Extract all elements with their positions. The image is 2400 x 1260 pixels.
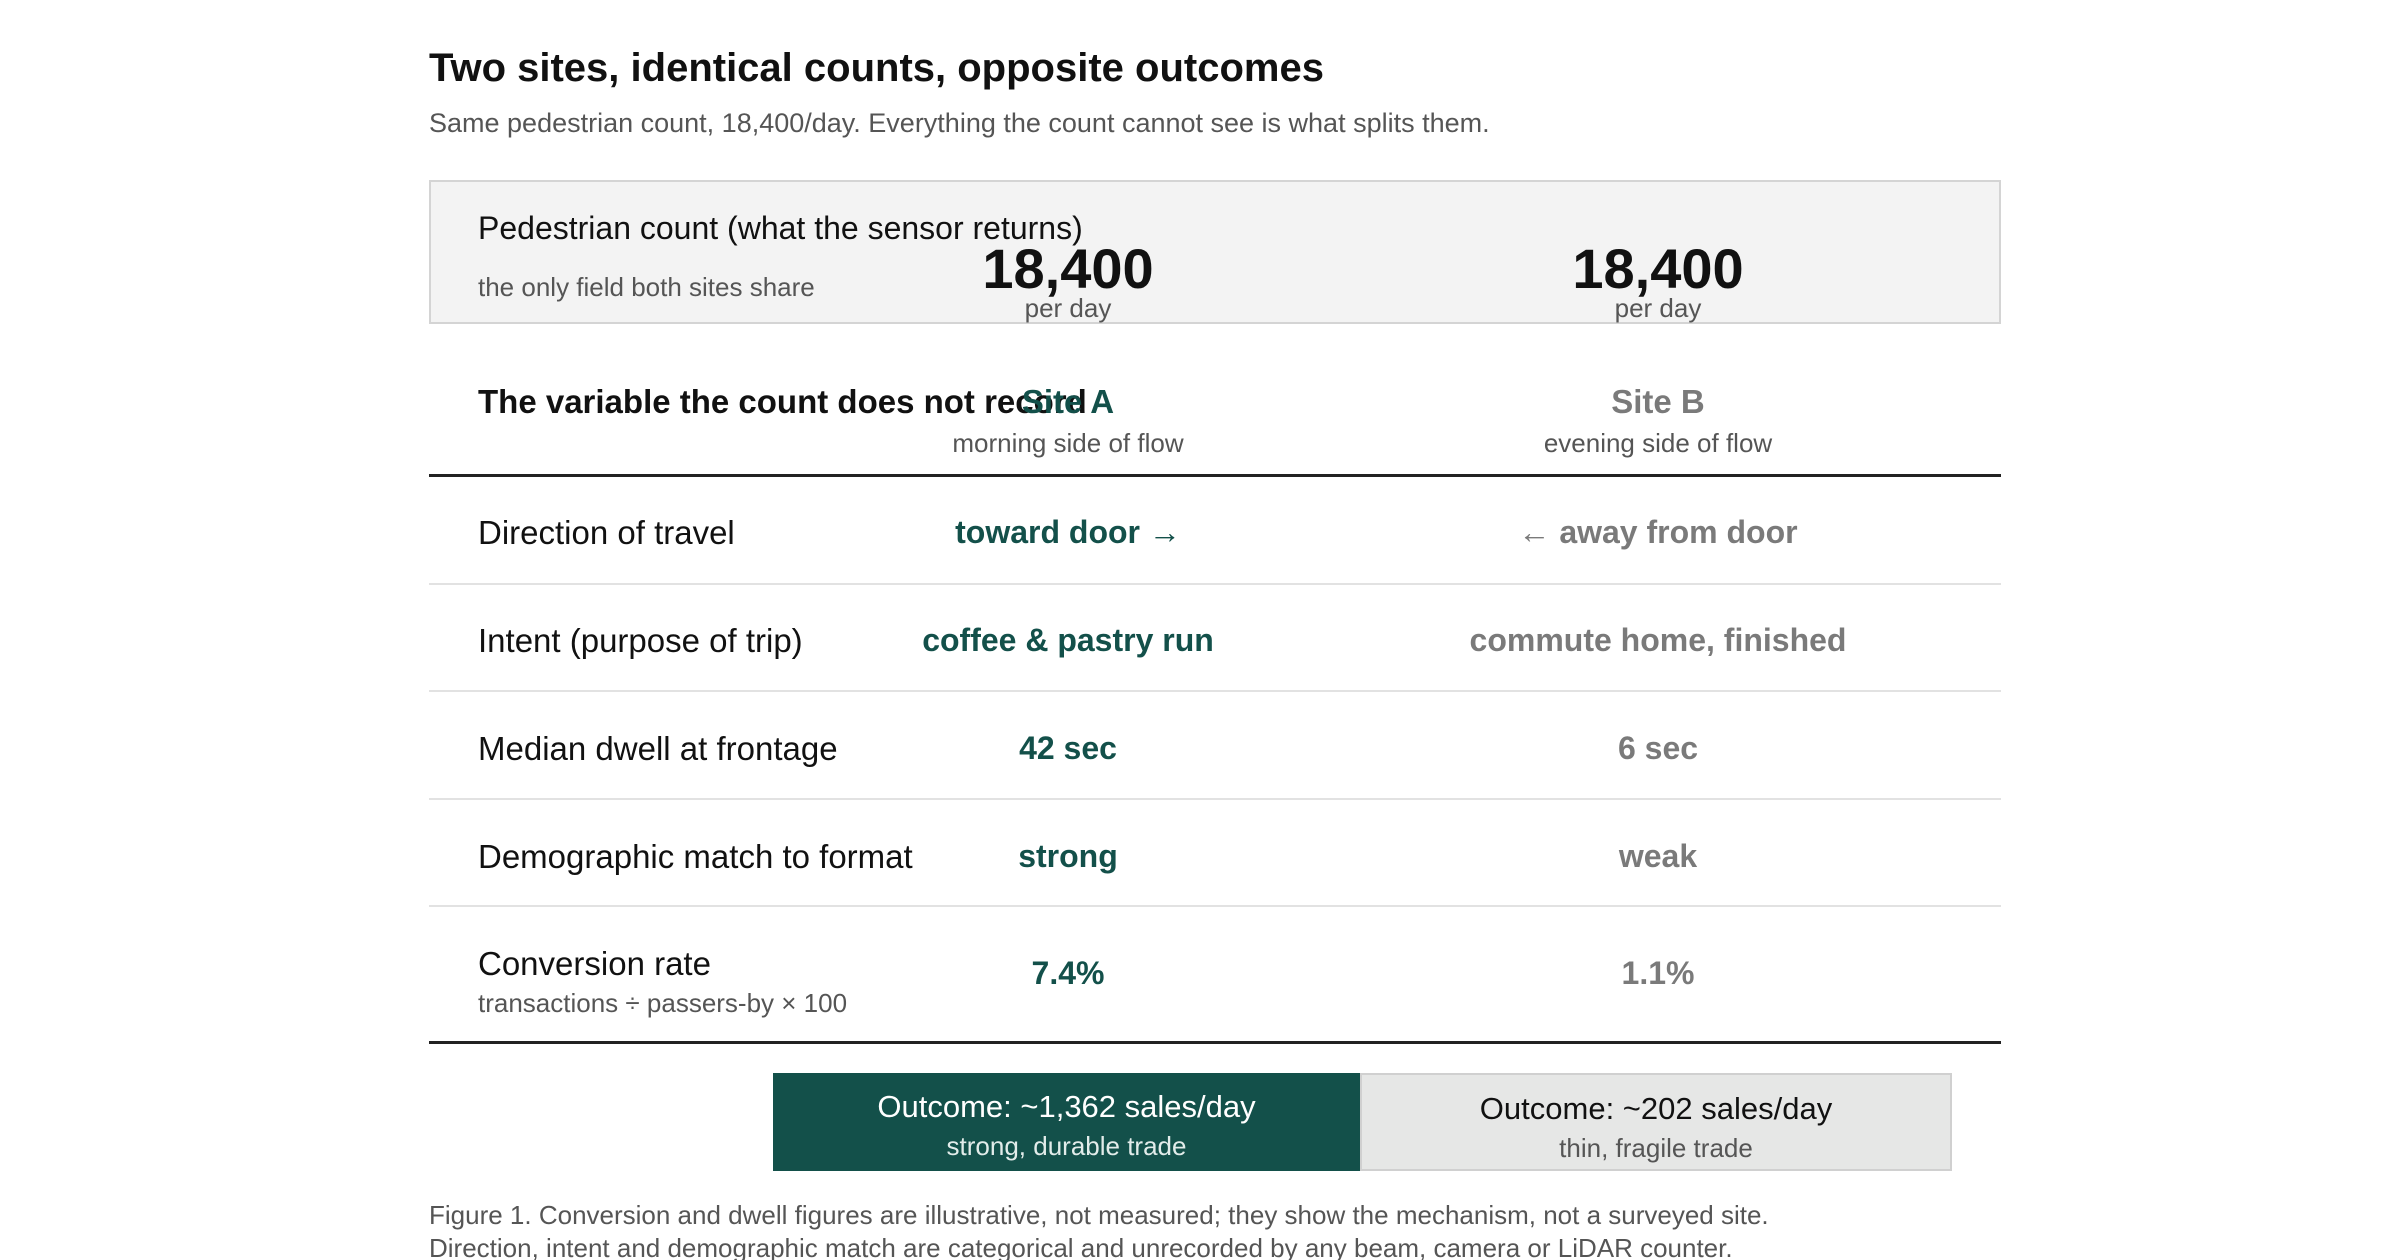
row-label-demographic: Demographic match to format — [478, 838, 913, 875]
row-divider — [429, 798, 2001, 800]
row-label-direction: Direction of travel — [478, 514, 735, 551]
site-a-header-sub: morning side of flow — [952, 428, 1184, 458]
site-a-intent: coffee & pastry run — [922, 622, 1214, 658]
count-sublabel: the only field both sites share — [478, 272, 815, 302]
table-header-label: The variable the count does not record — [478, 383, 1087, 420]
table-header-rule — [429, 474, 2001, 477]
site-b-intent: commute home, finished — [1469, 622, 1847, 658]
site-b-header: Site B — [1611, 383, 1705, 420]
site-a-outcome-title: Outcome: ~1,362 sales/day — [877, 1089, 1256, 1124]
site-a-dwell: 42 sec — [1019, 730, 1117, 766]
site-a-conversion: 7.4% — [1031, 955, 1105, 991]
row-label-dwell: Median dwell at frontage — [478, 730, 838, 767]
site-a-count-unit: per day — [1024, 293, 1112, 323]
site-a-count-value: 18,400 — [982, 237, 1154, 300]
site-b-demographic: weak — [1618, 838, 1698, 874]
site-b-outcome-sub: thin, fragile trade — [1559, 1133, 1753, 1163]
figure-subtitle: Same pedestrian count, 18,400/day. Every… — [429, 108, 1490, 138]
figure-caption-line-2: Direction, intent and demographic match … — [429, 1233, 1733, 1260]
site-a-direction: toward door → — [955, 514, 1181, 550]
row-divider — [429, 690, 2001, 692]
site-b-header-sub: evening side of flow — [1543, 428, 1773, 458]
site-b-direction: ← away from door — [1518, 514, 1798, 550]
site-b-outcome-box: Outcome: ~202 sales/day thin, fragile tr… — [1360, 1073, 1952, 1171]
site-a-outcome-box: Outcome: ~1,362 sales/day strong, durabl… — [773, 1073, 1360, 1171]
figure-title: Two sites, identical counts, opposite ou… — [429, 46, 1324, 90]
row-label-conversion: Conversion rate — [478, 945, 711, 982]
pedestrian-count-panel — [429, 180, 2001, 324]
site-b-count-value: 18,400 — [1572, 237, 1744, 300]
row-divider — [429, 583, 2001, 585]
row-label-intent: Intent (purpose of trip) — [478, 622, 803, 659]
site-b-count-unit: per day — [1614, 293, 1702, 323]
row-divider — [429, 905, 2001, 907]
count-label: Pedestrian count (what the sensor return… — [478, 210, 1083, 246]
site-b-outcome-title: Outcome: ~202 sales/day — [1479, 1091, 1833, 1126]
site-a-demographic: strong — [1018, 838, 1118, 874]
site-b-conversion: 1.1% — [1621, 955, 1695, 991]
site-a-outcome-sub: strong, durable trade — [946, 1131, 1187, 1161]
row-sublabel-conversion: transactions ÷ passers-by × 100 — [478, 988, 848, 1018]
figure-caption-line-1: Figure 1. Conversion and dwell figures a… — [429, 1200, 1769, 1230]
site-b-dwell: 6 sec — [1617, 730, 1699, 766]
site-a-header: Site A — [1021, 383, 1115, 420]
table-bottom-rule — [429, 1041, 2001, 1044]
